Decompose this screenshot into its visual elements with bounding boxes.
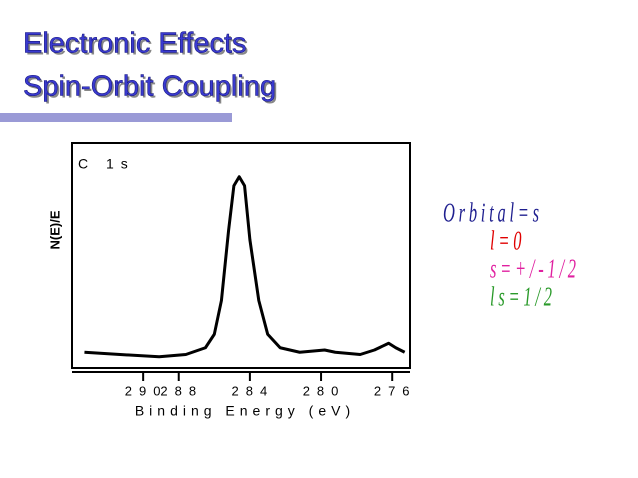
title-line: Spin-Orbit Coupling	[23, 71, 276, 103]
title-line: Electronic Effects	[23, 28, 247, 60]
x-tick-label: 276	[374, 383, 417, 398]
annotation: ls=1/2	[490, 281, 556, 311]
annotation: l=0	[490, 225, 525, 255]
x-tick-label: 290	[125, 383, 168, 398]
x-axis-label: Binding Energy (eV)	[135, 403, 355, 419]
x-tick-label: 288	[160, 383, 203, 398]
chart-title: C 1s	[78, 156, 135, 172]
x-tick-label: 284	[232, 383, 275, 398]
annotation: Orbital=s	[443, 197, 543, 227]
y-axis-label: N(E)/E	[47, 210, 62, 249]
title-bar	[0, 113, 232, 122]
annotation: s=+/-1/2	[490, 253, 580, 283]
title-shadow: Spin-Orbit Coupling	[25, 73, 278, 105]
x-tick-label: 280	[303, 383, 346, 398]
plot-frame	[71, 142, 411, 369]
spectrum-line	[84, 175, 406, 359]
title-shadow: Electronic Effects	[25, 30, 249, 62]
